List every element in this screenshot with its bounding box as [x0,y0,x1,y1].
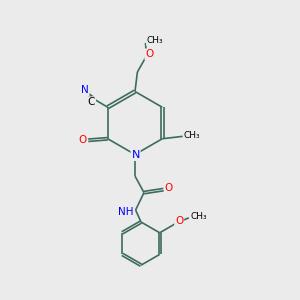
Text: N: N [81,85,89,95]
Text: C: C [88,97,95,107]
Text: O: O [79,135,87,145]
Text: NH: NH [118,207,134,218]
Text: O: O [145,49,154,59]
Text: O: O [165,183,173,194]
Text: O: O [175,216,183,226]
Text: CH₃: CH₃ [184,131,201,140]
Text: CH₃: CH₃ [190,212,207,221]
Text: CH₃: CH₃ [147,36,164,45]
Text: N: N [131,150,140,160]
